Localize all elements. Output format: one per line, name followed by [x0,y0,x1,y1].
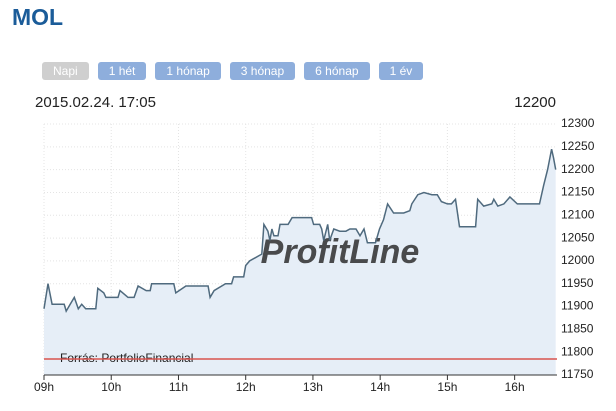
x-tick-label: 16h [505,380,525,394]
x-tick-label: 12h [236,380,256,394]
y-tick-label: 12100 [561,207,595,221]
source: Forrás: PortfolioFinancial [60,351,193,365]
range-button[interactable]: 1 hét [97,62,147,80]
range-button[interactable]: 1 hónap [155,62,221,80]
y-tick-label: 12050 [561,230,595,244]
x-tick-label: 14h [370,380,390,394]
y-tick-label: 12200 [561,162,595,176]
range-button[interactable]: 1 év [378,62,424,80]
x-tick-label: 10h [101,380,121,394]
y-tick-label: 12000 [561,253,595,267]
range-button[interactable]: 6 hónap [304,62,370,80]
price-line [43,148,557,313]
y-tick-label: 11850 [561,322,594,336]
x-tick-label: 11h [169,380,188,394]
y-tick-label: 12300 [561,116,595,130]
y-tick-label: 12250 [561,139,595,153]
range-button[interactable]: 3 hónap [229,62,296,80]
watermark: ProfitLine [261,233,420,271]
y-tick-label: 12150 [561,185,595,199]
x-tick-label: 09h [34,380,54,394]
range-button[interactable]: Napi [42,62,89,80]
x-tick-label: 13h [303,380,323,394]
y-tick-label: 11750 [561,367,594,381]
y-tick-label: 11900 [561,299,594,313]
last-price: 12200 [514,94,556,111]
timestamp: 2015.02.24. 17:05 [35,94,156,111]
area-fill [44,149,556,375]
x-tick-label: 15h [437,380,457,394]
y-tick-label: 11800 [561,344,594,358]
page-title: MOL [12,4,64,30]
range-buttons: Napi 1 hét 1 hónap 3 hónap 6 hónap 1 év [42,62,424,80]
y-tick-label: 11950 [561,276,594,290]
